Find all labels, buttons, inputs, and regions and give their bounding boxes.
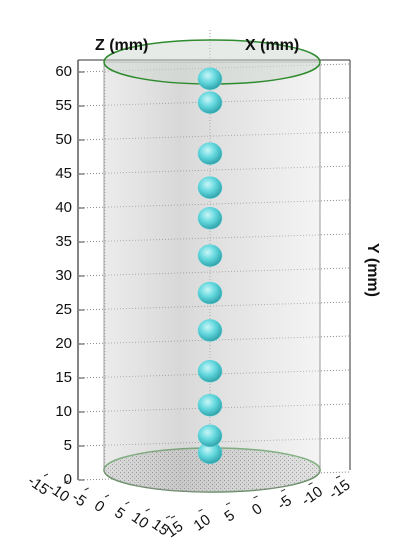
x-tick: [336, 476, 340, 478]
bubble: [198, 143, 222, 165]
chart: Z (mm) X (mm) Y (mm) 0510152025303540455…: [0, 0, 409, 546]
x-tick: [199, 509, 203, 511]
bubble: [198, 207, 222, 229]
bubble: [198, 68, 222, 90]
z-tick: [105, 495, 109, 497]
z-tick: [44, 474, 48, 476]
x-tick-label: -15: [326, 476, 354, 502]
y-axis-title: Y (mm): [364, 243, 381, 297]
z-tick: [125, 502, 129, 504]
y-tick-label: 45: [55, 165, 72, 182]
x-tick: [171, 516, 175, 518]
y-tick-label: 25: [55, 301, 72, 318]
x-axis-title: X (mm): [245, 37, 299, 54]
z-tick: [166, 516, 170, 518]
z-tick-label: 0: [91, 497, 108, 516]
z-tick-label: 5: [111, 504, 128, 523]
x-tick-label: 10: [190, 511, 213, 534]
z-tick: [146, 509, 150, 511]
bubble: [198, 394, 222, 416]
bubble: [198, 177, 222, 199]
y-tick-label: 40: [55, 199, 72, 216]
y-tick-label: 10: [55, 403, 72, 420]
x-tick-label: -5: [274, 492, 295, 514]
bubble: [198, 92, 222, 114]
x-tick: [309, 483, 313, 485]
bubble: [198, 282, 222, 304]
x-tick-label: 0: [249, 500, 266, 519]
y-tick-label: 30: [55, 267, 72, 284]
y-tick-label: 55: [55, 97, 72, 114]
x-tick-label: 5: [221, 507, 238, 526]
x-tick: [254, 496, 258, 498]
bubble: [198, 360, 222, 382]
y-tick-label: 20: [55, 335, 72, 352]
y-tick-label: 50: [55, 131, 72, 148]
bubble: [198, 319, 222, 341]
z-tick: [85, 488, 89, 490]
x-tick: [281, 489, 285, 491]
bubble: [198, 245, 222, 267]
z-axis-title: Z (mm): [95, 37, 148, 54]
bubble: [198, 425, 222, 447]
y-tick-label: 35: [55, 233, 72, 250]
y-tick-label: 15: [55, 369, 72, 386]
y-tick-label: 60: [55, 63, 72, 80]
y-tick-label: 5: [64, 437, 72, 454]
x-tick: [226, 503, 230, 505]
x-tick-label: -10: [298, 483, 326, 509]
